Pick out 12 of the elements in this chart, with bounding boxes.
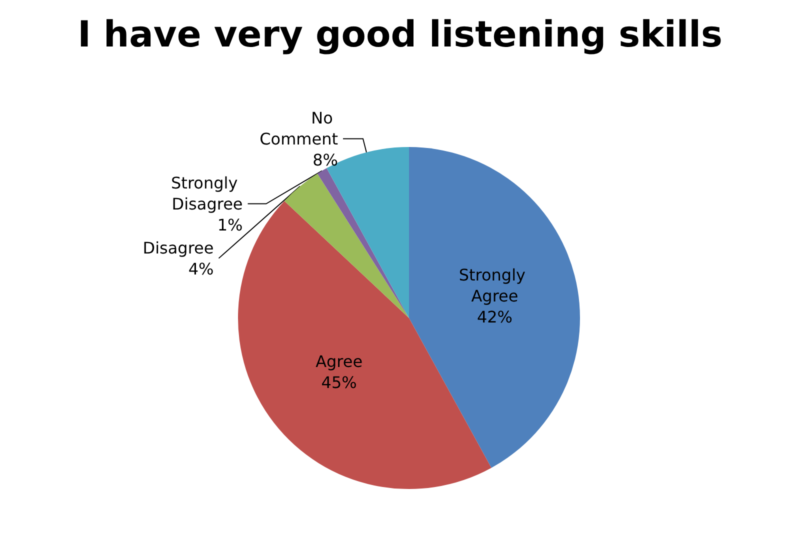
data-label: 4% xyxy=(188,259,214,278)
slice-label: Disagree xyxy=(172,194,243,214)
data-label: 42% xyxy=(476,307,512,326)
data-label: 1% xyxy=(217,215,243,234)
data-label: 45% xyxy=(321,373,357,392)
slice-label: Agree xyxy=(316,352,363,372)
slice-label: No Comment xyxy=(260,108,338,148)
slice-label: Strongly Agree xyxy=(458,265,531,306)
data-label: 8% xyxy=(312,150,338,170)
slice-label: Disagree xyxy=(142,238,214,258)
chart-title: I have very good listening skills xyxy=(78,14,722,56)
category-label: Strongly xyxy=(171,173,238,192)
